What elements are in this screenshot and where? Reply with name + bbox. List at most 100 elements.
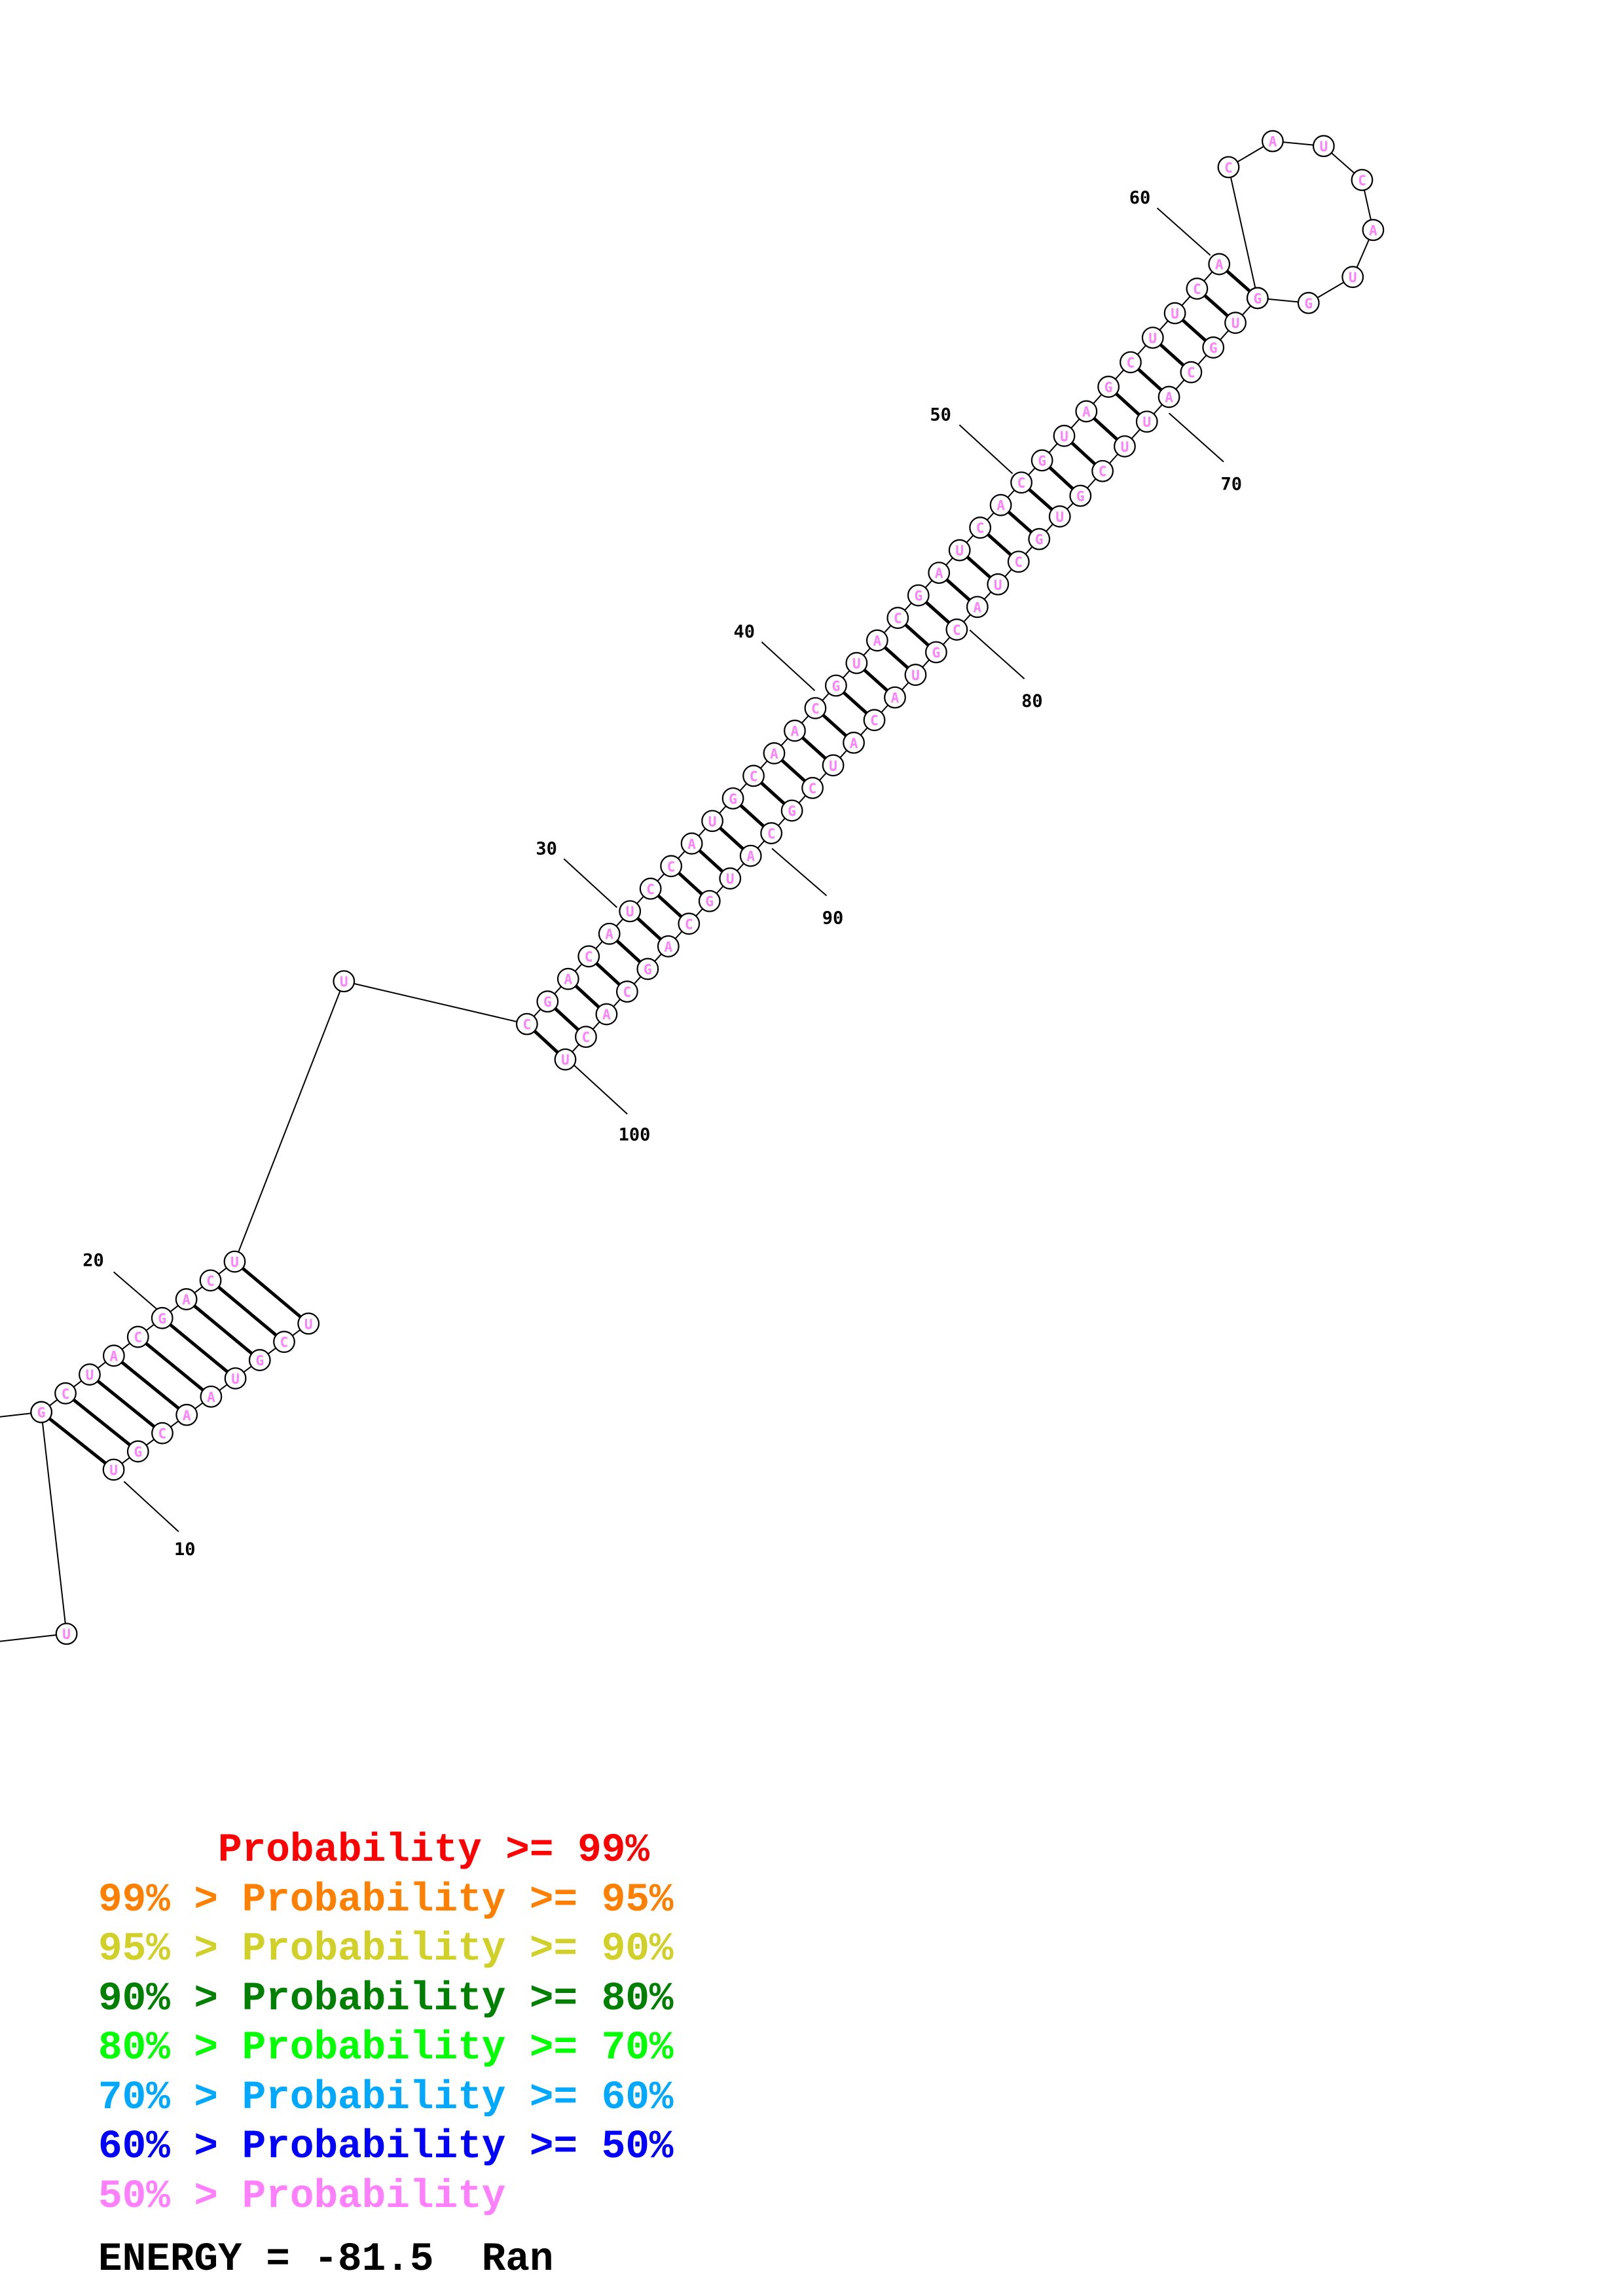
base-pair-bond [945,578,971,601]
nucleotide: C [742,764,765,787]
nucleotide: C [801,777,824,799]
nucleotide: G [1069,484,1092,507]
nucleotide: G [907,584,930,607]
nucleotide-circle [680,832,703,855]
base-pair-bond [1048,466,1074,490]
nucleotide-circle [701,810,723,833]
base-pair-bond [863,668,888,692]
nucleotide-circle [760,822,783,844]
base-pair-bond [615,939,642,963]
base-pair-bond [48,1417,107,1465]
nucleotide: A [928,562,951,584]
nucleotide: A [556,967,579,990]
nucleotide-letter: C [750,768,758,784]
nucleotide-circle [151,1422,173,1444]
nucleotide-circle [199,1269,222,1292]
nucleotide: A [989,493,1012,516]
nucleotide-letter: U [86,1367,94,1383]
nucleotide-circle [175,1288,198,1310]
backbone-segment [234,980,345,1262]
nucleotide-circle [595,1003,618,1026]
nucleotide: A [657,935,680,958]
nucleotide: U [224,1367,247,1390]
nucleotide-circle [886,607,909,629]
nucleotide-letter: C [158,1426,167,1442]
nucleotide-circle [843,731,865,754]
nucleotide-circle [598,922,621,945]
base-pair-bond [1007,511,1033,534]
nucleotide: C [1007,550,1030,573]
nucleotide-circle [151,1306,173,1329]
nucleotide-letter: G [255,1353,264,1369]
backbone-segment [41,1412,67,1634]
base-pair-bond [169,1323,228,1373]
nucleotide-circle [966,596,989,619]
nucleotide-circle [969,516,992,539]
nucleotide-circle [639,877,662,900]
nucleotide-letter: A [935,565,943,581]
nucleotide-circle [698,889,721,912]
position-label: 40 [733,622,755,642]
nucleotide-letter: A [1082,404,1091,420]
legend-item: 90% > Probability >= 80% [98,1976,674,2022]
nucleotide-circle [1208,253,1231,276]
nucleotide-circle [1120,351,1142,374]
base-pair-bond [739,804,765,828]
nucleotide-circle [102,1344,125,1367]
nucleotide-letter: C [767,826,776,842]
nucleotide-circle [223,1250,246,1273]
base-pair-bond [1070,441,1097,465]
nucleotide: G [1028,528,1051,550]
nucleotide-circle [1030,449,1053,472]
nucleotide: A [175,1403,198,1426]
backbone [0,140,1374,1642]
nucleotide: C [1186,278,1209,300]
base-pair-bond [842,691,868,715]
nucleotide-circle [55,1623,78,1645]
nucleotide-circle [1069,484,1092,507]
nucleotide-circle [884,686,906,709]
nucleotide-circle [784,719,806,742]
nucleotide: G [1246,287,1269,310]
base-pair-bond [1181,319,1207,342]
nucleotide: G [126,1440,149,1463]
nucleotide: G [824,674,847,697]
nucleotide: A [1208,253,1231,276]
base-pair-bond [698,849,724,873]
nucleotide-circle [907,584,930,607]
base-pair-bond [636,917,662,941]
nucleotide-circle [845,652,868,674]
nucleotide-letter: U [340,974,348,990]
position-tick [574,1065,628,1115]
base-pair-bond [217,1285,278,1336]
legend-item: 60% > Probability >= 50% [98,2125,674,2170]
legend-item: Probability >= 99% [98,1828,649,1873]
nucleotide: A [1158,386,1180,408]
nucleotide-letter: C [685,916,693,932]
base-pair-bond [924,601,951,624]
position-label: 80 [1021,691,1043,711]
nucleotide-letter: C [667,859,676,874]
nucleotide-circle [1262,130,1284,152]
nucleotide-letter: U [231,1371,240,1387]
nucleotide-letter: A [1269,134,1277,150]
nucleotide-circle [126,1325,149,1348]
position-tick [123,1480,179,1532]
base-pair-bond [780,759,807,783]
legend-item: 50% > Probability [98,2174,506,2219]
nucleotide-circle [248,1349,271,1371]
nucleotide-circle [1341,266,1364,289]
nucleotide: U [1312,135,1335,158]
nucleotide-letter: G [1304,296,1313,312]
nucleotide-letter: C [582,1030,591,1045]
nucleotide-circle [866,629,888,652]
nucleotide: G [721,787,744,810]
nucleotide: C [1010,471,1033,494]
position-label: 30 [536,838,557,859]
nucleotide-letter: A [891,691,900,706]
nucleotide: A [102,1344,125,1367]
nucleotide-letter: C [280,1335,289,1350]
position-tick [1168,412,1224,463]
nucleotide-circle [575,1026,597,1049]
